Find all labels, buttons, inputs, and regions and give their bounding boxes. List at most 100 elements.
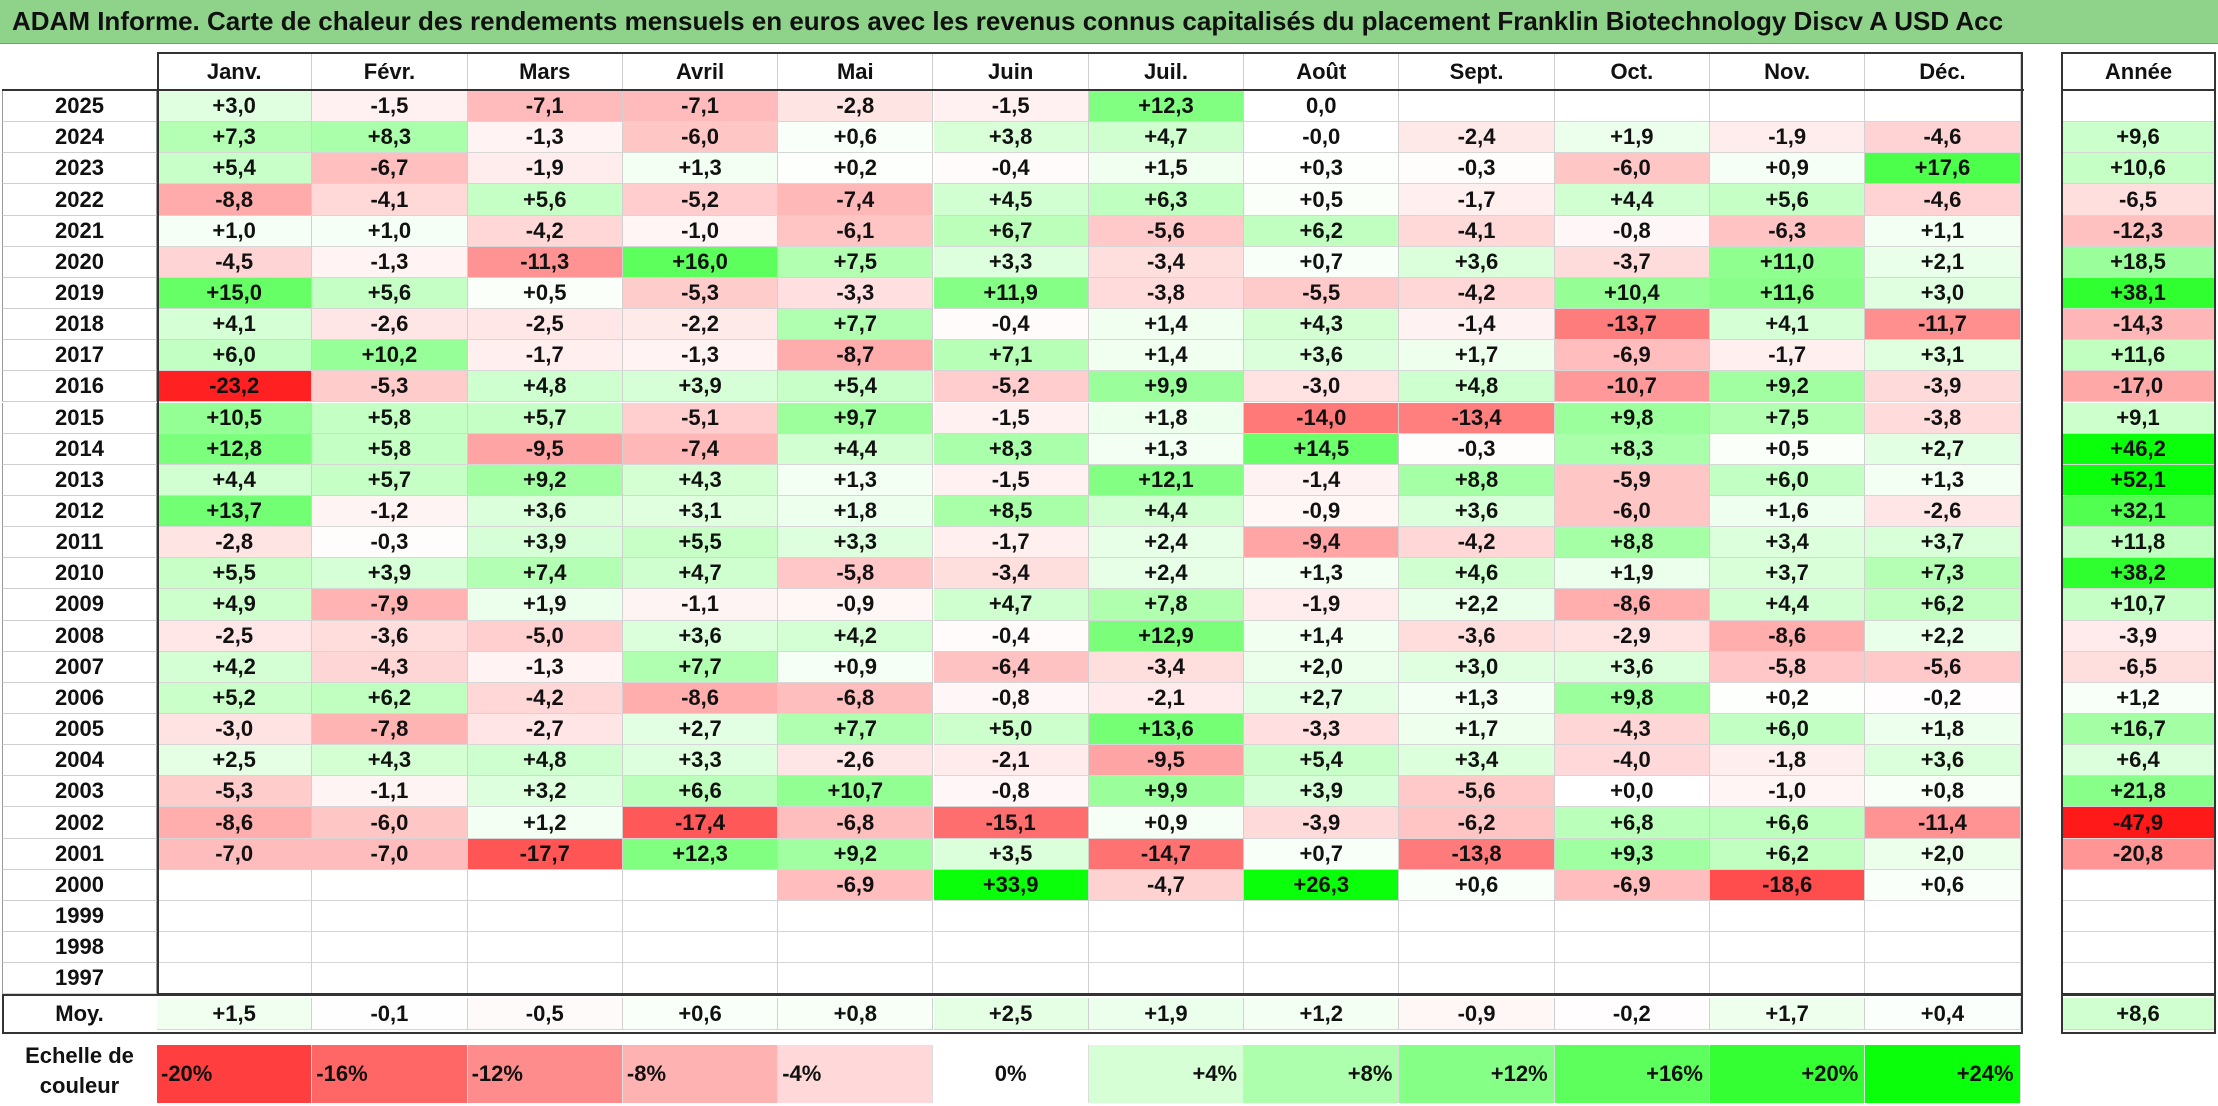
heatmap-cell: +4,4 bbox=[778, 433, 934, 465]
average-cell: +1,2 bbox=[1244, 998, 1400, 1030]
heatmap-cell: -3,8 bbox=[1088, 277, 1245, 310]
heatmap-cell: +0,2 bbox=[1710, 682, 1866, 714]
heatmap-cell: +3,7 bbox=[1865, 527, 2021, 559]
color-scale-step: +24% bbox=[1865, 1045, 2021, 1103]
heatmap-cell: +9,8 bbox=[1554, 402, 1710, 434]
heatmap-cell: +1,4 bbox=[1244, 620, 1400, 652]
heatmap-cell: +1,9 bbox=[467, 589, 623, 621]
heatmap-cell: +1,4 bbox=[1088, 309, 1245, 341]
heatmap-cell bbox=[467, 900, 623, 933]
heatmap-cell bbox=[622, 900, 779, 933]
heatmap-cell: +7,1 bbox=[933, 340, 1089, 372]
heatmap-cell: +0,5 bbox=[1710, 433, 1866, 465]
heatmap-cell: +5,6 bbox=[467, 184, 623, 216]
heatmap-cell: -2,1 bbox=[1088, 682, 1245, 714]
row-year-label: 2003 bbox=[2, 776, 157, 808]
heatmap-cell: +12,3 bbox=[622, 838, 779, 870]
heatmap-cell: -3,3 bbox=[778, 277, 934, 310]
heatmap-cell: +1,1 bbox=[1865, 215, 2021, 247]
heatmap-cell: -0,3 bbox=[312, 527, 468, 559]
heatmap-cell: -1,3 bbox=[467, 651, 623, 683]
heatmap-cell: +3,5 bbox=[933, 838, 1089, 870]
heatmap-cell: +1,8 bbox=[778, 495, 934, 528]
heatmap-cell: +0,7 bbox=[1244, 246, 1400, 278]
heatmap-cell: +4,8 bbox=[467, 371, 623, 403]
heatmap-cell: +10,2 bbox=[312, 340, 468, 372]
heatmap-cell: -0,8 bbox=[1554, 215, 1710, 247]
heatmap-cell: -5,2 bbox=[933, 371, 1089, 403]
heatmap-cell: +0,5 bbox=[467, 277, 623, 310]
heatmap-cell: -3,4 bbox=[1088, 651, 1245, 683]
heatmap-cell: +1,4 bbox=[1088, 340, 1245, 372]
heatmap-cell bbox=[1554, 932, 1710, 964]
heatmap-cell: -3,0 bbox=[157, 714, 313, 746]
heatmap-cell: +8,5 bbox=[933, 495, 1089, 528]
heatmap-cell: +7,5 bbox=[778, 246, 934, 278]
heatmap-cell bbox=[1865, 900, 2021, 933]
heatmap-cell bbox=[157, 932, 313, 964]
average-row-label: Moy. bbox=[55, 1001, 104, 1026]
heatmap-cell: -4,2 bbox=[1399, 277, 1555, 310]
heatmap-cell: +3,1 bbox=[1865, 340, 2021, 372]
heatmap-cell: -4,2 bbox=[467, 215, 623, 247]
heatmap-cell: +4,7 bbox=[933, 589, 1089, 621]
heatmap-cell: +0,6 bbox=[778, 122, 934, 154]
heatmap-cell: -1,4 bbox=[1244, 464, 1400, 496]
heatmap-cell: -3,9 bbox=[1244, 807, 1400, 839]
year-total-cell: +52,1 bbox=[2061, 464, 2216, 496]
heatmap-cell: +2,7 bbox=[622, 714, 779, 746]
heatmap-cell: +8,3 bbox=[933, 433, 1089, 465]
heatmap-cell: -3,4 bbox=[1088, 246, 1245, 278]
year-total-cell: -17,0 bbox=[2061, 371, 2216, 403]
heatmap-cell: +10,5 bbox=[157, 402, 313, 434]
heatmap-cell: -3,4 bbox=[933, 558, 1089, 590]
row-year-label: 2013 bbox=[2, 464, 157, 496]
heatmap-cell: +6,0 bbox=[1710, 464, 1866, 496]
heatmap-cell: +3,0 bbox=[157, 91, 313, 123]
color-scale-step: -16% bbox=[312, 1045, 468, 1103]
heatmap-cell: +7,4 bbox=[467, 558, 623, 590]
heatmap-cell: +9,7 bbox=[778, 402, 934, 434]
heatmap-cell: +8,8 bbox=[1554, 527, 1710, 559]
heatmap-cell: +2,1 bbox=[1865, 246, 2021, 278]
heatmap-cell: +12,9 bbox=[1088, 620, 1245, 652]
heatmap-cell: -1,3 bbox=[622, 340, 779, 372]
heatmap-cell: +1,8 bbox=[1088, 402, 1245, 434]
year-total-cell: +10,6 bbox=[2061, 153, 2216, 185]
average-cell: -0,9 bbox=[1399, 998, 1555, 1030]
average-cell: +0,6 bbox=[622, 998, 779, 1030]
heatmap-cell: -7,4 bbox=[622, 433, 779, 465]
heatmap-cell: +6,0 bbox=[157, 340, 313, 372]
heatmap-cell: -0,3 bbox=[1399, 433, 1555, 465]
heatmap-cell: +6,6 bbox=[1710, 807, 1866, 839]
heatmap-cell: -2,8 bbox=[157, 527, 313, 559]
heatmap-cell: +6,2 bbox=[312, 682, 468, 714]
heatmap-cell: -8,6 bbox=[1554, 589, 1710, 621]
color-scale-step: 0% bbox=[933, 1045, 1089, 1103]
heatmap-cell: +2,5 bbox=[157, 745, 313, 777]
heatmap-cell: -1,9 bbox=[1710, 122, 1866, 154]
row-year-label: 2017 bbox=[2, 340, 157, 372]
row-year-label: 2022 bbox=[2, 184, 157, 216]
heatmap-cell: +0,3 bbox=[1244, 153, 1400, 185]
heatmap-cell bbox=[622, 869, 779, 901]
heatmap-cell: +0,6 bbox=[1399, 869, 1555, 901]
heatmap-cell: +1,3 bbox=[1399, 682, 1555, 714]
row-year-label: 2019 bbox=[2, 277, 157, 310]
row-year-label: 2018 bbox=[2, 309, 157, 341]
heatmap-cell: +15,0 bbox=[157, 277, 313, 310]
color-scale-step: -8% bbox=[622, 1045, 779, 1103]
heatmap-cell: -1,8 bbox=[1710, 745, 1866, 777]
title-bar: ADAM Informe. Carte de chaleur des rende… bbox=[0, 0, 2218, 44]
heatmap-cell bbox=[778, 963, 934, 995]
heatmap-cell: +9,2 bbox=[778, 838, 934, 870]
heatmap-cell: -8,6 bbox=[1710, 620, 1866, 652]
heatmap-cell: +0,9 bbox=[1710, 153, 1866, 185]
average-cell: +0,8 bbox=[778, 998, 934, 1030]
heatmap-cell: +5,0 bbox=[933, 714, 1089, 746]
heatmap-cell: -11,7 bbox=[1865, 309, 2021, 341]
heatmap-cell: +14,5 bbox=[1244, 433, 1400, 465]
heatmap-cell: +3,2 bbox=[467, 776, 623, 808]
heatmap-cell: -2,7 bbox=[467, 714, 623, 746]
heatmap-cell bbox=[933, 963, 1089, 995]
